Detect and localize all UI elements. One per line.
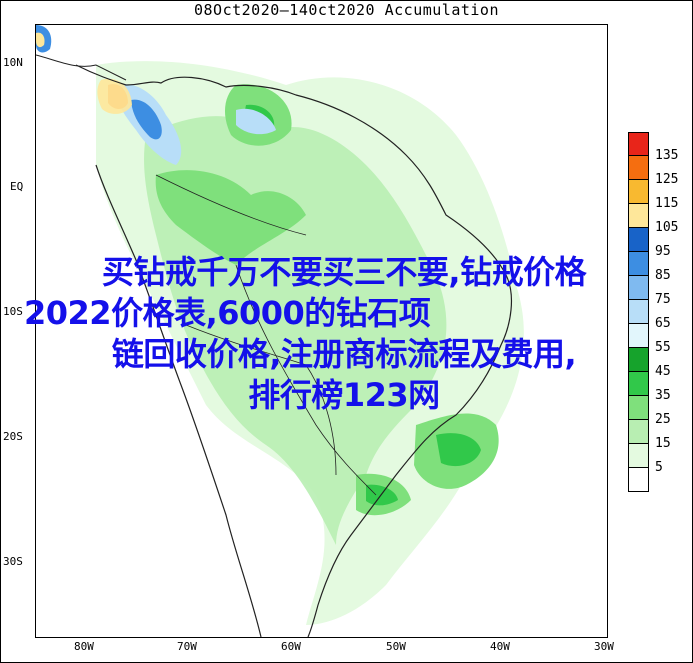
heavy-rain-cell-yellow — [97, 78, 132, 114]
lon-label-70w: 70W — [177, 640, 197, 653]
coastline-west — [95, 164, 262, 637]
overlay-line-2: 2022价格表,6000的钻石项 — [24, 294, 431, 332]
legend-label: 45 — [655, 364, 671, 379]
lat-label-30s: 30S — [3, 555, 23, 568]
legend-label: 15 — [655, 436, 671, 451]
lat-label-10n: 10N — [3, 56, 23, 69]
legend-label: 115 — [655, 196, 679, 211]
coastline — [75, 64, 512, 637]
legend-swatch — [628, 348, 649, 372]
legend-label: 25 — [655, 412, 671, 427]
lon-label-60w: 60W — [281, 640, 301, 653]
rain-area-south-core — [366, 484, 398, 506]
legend-label: 55 — [655, 340, 671, 355]
overlay-line-3: 链回收价格,注册商标流程及费用, — [111, 335, 577, 373]
central-america — [36, 54, 127, 81]
legend-swatch — [628, 276, 649, 300]
lon-label-50w: 50W — [386, 640, 406, 653]
lat-label-eq: EQ — [10, 180, 24, 193]
legend-label: 125 — [655, 172, 679, 187]
lat-label-20s: 20S — [3, 430, 23, 443]
legend-swatch — [628, 444, 649, 468]
rain-area-east-core — [436, 433, 481, 467]
topleft-yellow-cell — [36, 32, 45, 48]
legend-swatch — [628, 180, 649, 204]
legend-swatch — [628, 204, 649, 228]
legend-swatch — [628, 300, 649, 324]
legend-label: 95 — [655, 244, 671, 259]
overlay-text: 买钻戒千万不要买三不要,钻戒价格 2022价格表,6000的钻石项 链回收价格,… — [24, 252, 664, 416]
legend-label: 105 — [655, 220, 679, 235]
legend-label: 35 — [655, 388, 671, 403]
precipitation-map — [36, 25, 524, 637]
lon-label-30w: 30W — [594, 640, 614, 653]
heavy-rain-cell-north — [236, 108, 276, 135]
color-legend — [628, 132, 649, 492]
overlay-line-1: 买钻戒千万不要买三不要,钻戒价格 — [101, 253, 587, 291]
heavy-rain-cell-west-core — [131, 99, 162, 140]
legend-swatch — [628, 132, 649, 156]
lon-label-40w: 40W — [490, 640, 510, 653]
legend-swatch — [628, 156, 649, 180]
map-panel — [35, 24, 608, 638]
legend-label: 135 — [655, 148, 679, 163]
legend-swatch — [628, 228, 649, 252]
border-lines — [155, 174, 377, 496]
legend-label: 75 — [655, 292, 671, 307]
legend-swatch — [628, 372, 649, 396]
legend-swatch — [628, 324, 649, 348]
legend-swatch — [628, 468, 649, 492]
legend-swatch — [628, 420, 649, 444]
legend-swatch — [628, 252, 649, 276]
legend-label: 85 — [655, 268, 671, 283]
legend-label: 5 — [655, 460, 663, 475]
legend-swatch — [628, 396, 649, 420]
map-title: 08Oct2020—140ct2020 Accumulation — [194, 1, 499, 19]
lat-label-10s: 10S — [3, 305, 23, 318]
legend-label: 65 — [655, 316, 671, 331]
rain-area-strong — [155, 170, 306, 265]
overlay-line-4: 排行榜123网 — [248, 376, 440, 414]
lon-label-80w: 80W — [74, 640, 94, 653]
